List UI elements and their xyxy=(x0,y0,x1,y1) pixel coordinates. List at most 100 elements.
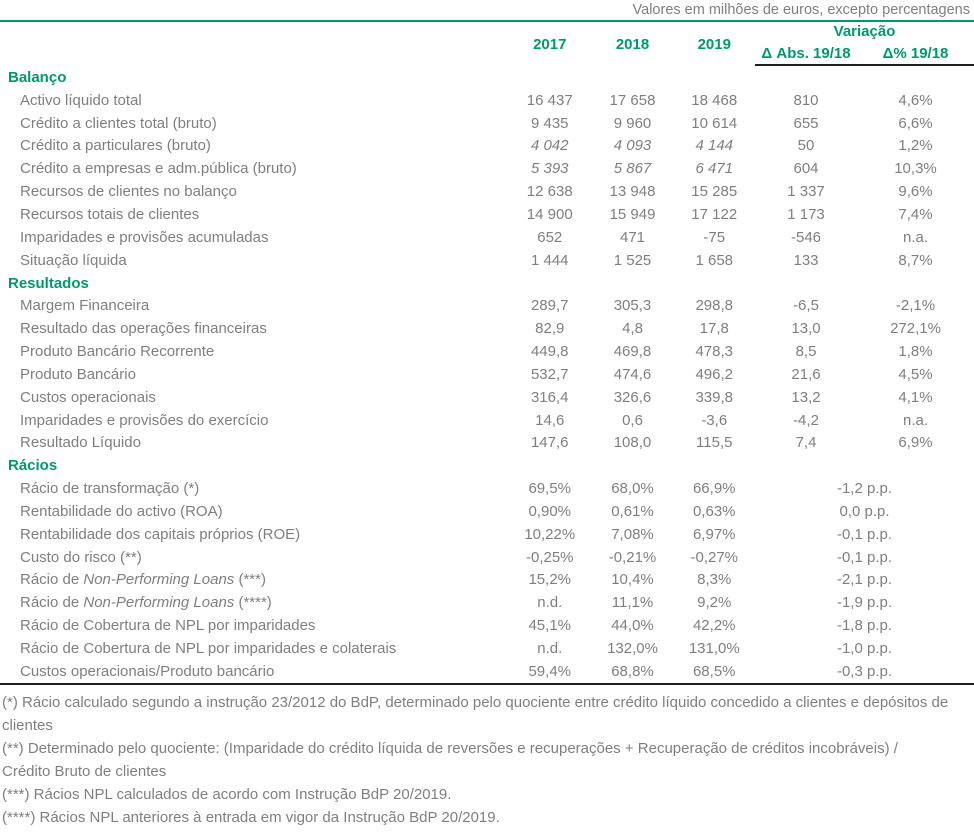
value-2018: 4 093 xyxy=(613,137,652,155)
value-2017: 82,9 xyxy=(535,320,565,338)
table-row: Situação líquida 1 444 1 525 1 658 133 8,7% xyxy=(0,249,974,272)
value-2017: 10,22% xyxy=(524,525,576,543)
value-2018: 132,0% xyxy=(607,640,658,658)
value-2017: 69,5% xyxy=(528,480,572,498)
value-delta-pct: 4,6% xyxy=(898,91,933,109)
value-2018: 471 xyxy=(619,228,646,246)
value-delta-pp: -0,1 p.p. xyxy=(836,525,893,543)
value-delta-abs: 13,2 xyxy=(791,388,821,406)
value-delta-abs: 7,4 xyxy=(795,434,817,452)
table-row: Custos operacionais 316,4 326,6 339,8 13,2 4,… xyxy=(0,386,974,409)
table-row: Imparidades e provisões acumuladas 652 471… xyxy=(0,226,974,249)
table-body: Balanço Activo líquido total 16 437 17 658 1… xyxy=(0,66,974,685)
row-label: Custos operacionais/Produto bancário xyxy=(20,662,275,680)
value-delta-pct: 6,9% xyxy=(898,434,933,452)
value-2019: -0,27% xyxy=(690,548,739,566)
value-delta-abs: 50 xyxy=(797,137,815,155)
row-label-text: Rácio de xyxy=(20,571,84,589)
footnotes: (*) Rácio calculado segundo a instrução … xyxy=(0,685,952,829)
table-row: Margem Financeira 289,7 305,3 298,8 -6,5 -2,1… xyxy=(0,294,974,317)
value-2017: 16 437 xyxy=(526,91,573,109)
section-header-row: Balanço xyxy=(0,66,974,89)
value-delta-pp: -0,1 p.p. xyxy=(836,548,893,566)
section-header-row: Rácios xyxy=(0,454,974,477)
row-label: Crédito a particulares (bruto) xyxy=(20,137,211,155)
value-delta-pp: -2,1 p.p. xyxy=(836,571,893,589)
row-label: Recursos totais de clientes xyxy=(20,205,200,223)
value-delta-pct: -2,1% xyxy=(895,297,936,315)
col-header-2018: 2018 xyxy=(615,35,650,53)
table-header: 2017 2018 2019 Variação Δ Abs. 19/18 Δ% … xyxy=(0,22,974,66)
table-row: Produto Bancário 532,7 474,6 496,2 21,6 4,5% xyxy=(0,363,974,386)
value-2019: 8,3% xyxy=(697,571,732,589)
value-2017: 4 042 xyxy=(530,137,569,155)
value-delta-pct: 4,5% xyxy=(898,365,933,383)
row-label: Crédito a clientes total (bruto) xyxy=(20,114,217,132)
value-2018: 68,0% xyxy=(611,480,654,498)
row-label: Rácio de transformação (*) xyxy=(20,480,200,498)
value-delta-pct: n.a. xyxy=(902,228,929,246)
value-delta-pct: 272,1% xyxy=(890,320,941,338)
value-2017: 14,6 xyxy=(535,411,565,429)
value-2018: 17 658 xyxy=(609,91,656,109)
row-label: Crédito a empresas e adm.pública (bruto) xyxy=(20,160,297,178)
value-2017: 45,1% xyxy=(528,617,572,635)
value-2018: 68,8% xyxy=(611,662,654,680)
section-header-row: Resultados xyxy=(0,272,974,295)
value-delta-abs: -6,5 xyxy=(793,297,819,315)
value-2019: 17,8 xyxy=(699,320,729,338)
value-delta-pp: -0,3 p.p. xyxy=(836,662,893,680)
footnote-1: (*) Rácio calculado segundo a instrução … xyxy=(2,693,949,734)
value-2019: 17 122 xyxy=(691,205,738,223)
value-2019: 6,97% xyxy=(692,525,736,543)
value-2017: 147,6 xyxy=(530,434,569,452)
value-delta-pct: 1,2% xyxy=(898,137,933,155)
row-label-text: (***) xyxy=(234,571,266,589)
value-2019: 42,2% xyxy=(692,617,736,635)
table-row: Crédito a clientes total (bruto) 9 435 9 9… xyxy=(0,112,974,135)
row-label-italic-text: Non-Performing Loans xyxy=(83,594,235,612)
table-row: Produto Bancário Recorrente 449,8 469,8 478… xyxy=(0,340,974,363)
value-2017: 532,7 xyxy=(530,365,569,383)
value-2017: 652 xyxy=(537,228,563,246)
value-2018: 9 960 xyxy=(613,114,652,132)
value-2018: 1 525 xyxy=(613,251,652,269)
table-row: Resultado Líquido 147,6 108,0 115,5 7,4 6,9% xyxy=(0,432,974,455)
value-delta-pct: 7,4% xyxy=(898,205,933,223)
value-2018: 326,6 xyxy=(613,388,652,406)
row-label: Rácio de Cobertura de NPL por imparidade… xyxy=(20,617,316,635)
col-header-2019: 2019 xyxy=(697,35,731,53)
row-label: Rácio de Non-Performing Loans (****) xyxy=(0,594,508,611)
value-delta-pp: -1,8 p.p. xyxy=(836,617,893,635)
value-2019: 115,5 xyxy=(696,434,733,452)
value-delta-abs: 655 xyxy=(793,114,819,132)
value-delta-pct: n.a. xyxy=(902,411,929,429)
value-2019: 1 658 xyxy=(695,251,734,269)
value-2017: n.d. xyxy=(537,640,563,658)
value-delta-abs: 810 xyxy=(793,91,819,109)
value-delta-abs: 604 xyxy=(793,160,819,178)
value-2019: 4 144 xyxy=(695,137,734,155)
value-2019: 10 614 xyxy=(691,114,738,132)
value-2017: 1 444 xyxy=(530,251,569,269)
value-2018: 15 949 xyxy=(609,205,656,223)
row-label-text: Rácio de xyxy=(20,594,84,612)
value-2018: 4,8 xyxy=(622,320,643,338)
table-row: Rentabilidade do activo (ROA) 0,90% 0,61% 0… xyxy=(0,500,974,523)
col-header-delta-abs: Δ Abs. 19/18 xyxy=(761,44,851,62)
value-delta-abs: -546 xyxy=(790,228,822,246)
value-2018: 305,3 xyxy=(613,297,652,315)
value-2019: 0,63% xyxy=(692,502,736,520)
col-group-variacao-title: Variação xyxy=(833,23,896,40)
row-label: Activo líquido total xyxy=(20,91,142,109)
value-delta-pp: 0,0 p.p. xyxy=(839,502,890,520)
value-2019: 339,8 xyxy=(695,388,734,406)
section-title: Rácios xyxy=(8,457,58,475)
value-2018: 44,0% xyxy=(611,617,654,635)
row-label: Custos operacionais xyxy=(20,388,156,406)
col-group-variacao-subheaders: Δ Abs. 19/18 Δ% 19/18 xyxy=(755,42,974,66)
col-header-delta-pct: Δ% 19/18 xyxy=(882,44,949,62)
value-2018: 5 867 xyxy=(613,160,652,178)
value-2018: 10,4% xyxy=(611,571,654,589)
